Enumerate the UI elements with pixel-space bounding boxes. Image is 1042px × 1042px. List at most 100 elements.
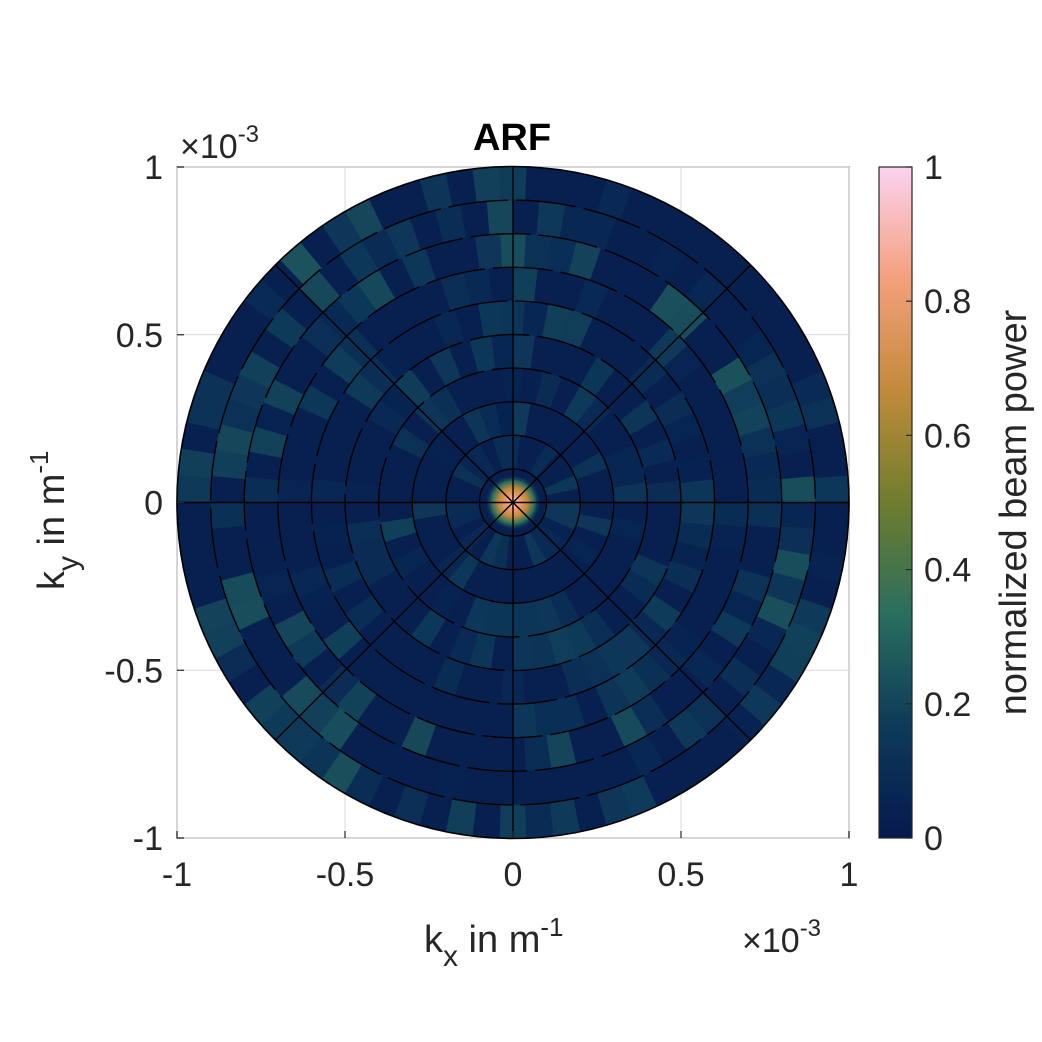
sidelobe-patch — [244, 684, 287, 726]
sidelobe-patch — [451, 463, 486, 489]
sidelobe-patch — [630, 694, 669, 736]
sidelobe-patch — [379, 383, 418, 421]
sidelobe-patch — [662, 345, 704, 385]
sidelobe-patch — [299, 692, 341, 735]
sidelobe-patch — [447, 509, 483, 530]
sidelobe-patch — [780, 502, 816, 529]
sidelobe-patch — [679, 502, 715, 526]
sidelobe-patch — [194, 370, 235, 407]
sidelobe-patch — [458, 522, 491, 553]
sidelobe-patch — [575, 397, 612, 434]
sidelobe-patch — [367, 400, 407, 436]
sidelobe-patch — [513, 267, 538, 303]
sidelobe-patch — [745, 351, 788, 389]
sidelobe-patch — [561, 309, 593, 349]
sidelobe-patch — [215, 424, 254, 456]
sidelobe-patch — [299, 270, 341, 313]
sidelobe-patch — [469, 335, 496, 373]
sidelobe-patch — [626, 735, 665, 777]
sidelobe-patch — [263, 379, 304, 416]
sidelobe-patch — [458, 452, 491, 483]
sidelobe-patch — [524, 234, 552, 270]
sidelobe-patch — [610, 706, 648, 748]
sidelobe-patch — [535, 522, 568, 553]
sidelobe-patch — [597, 785, 633, 826]
sidelobe-patch — [814, 475, 849, 503]
sidelobe-patch — [772, 549, 811, 581]
sidelobe-patch — [300, 736, 342, 780]
sidelobe-patch — [580, 357, 616, 396]
sidelobe-patch — [543, 475, 579, 496]
sidelobe-patch — [722, 589, 763, 626]
sidelobe-patch — [429, 347, 462, 387]
sidelobe-patch — [542, 303, 571, 342]
y-tick-label: 0 — [144, 485, 163, 523]
sidelobe-patch — [520, 600, 543, 637]
sidelobe-patch — [419, 173, 453, 213]
polar-spoke — [274, 264, 514, 503]
x-multiplier: ×10-3 — [742, 915, 821, 960]
sidelobe-patch — [414, 397, 451, 434]
sidelobe-patch — [756, 594, 798, 631]
sidelobe-patch — [685, 692, 727, 735]
sidelobe-patch — [738, 426, 777, 458]
sidelobe-patch — [210, 502, 246, 529]
sidelobe-patch — [547, 626, 578, 665]
sidelobe-patch — [513, 702, 538, 738]
sidelobe-patch — [722, 379, 763, 416]
y-tick-label: 0.5 — [116, 317, 163, 355]
sidelobe-patch — [491, 334, 513, 370]
sidelobe-patch — [609, 517, 646, 543]
colorbar: 0 0.2 0.4 0.6 0.8 1 normalized beam power — [878, 149, 1035, 858]
sidelobe-patch — [575, 278, 609, 319]
sidelobe-patch — [429, 386, 463, 424]
sidelobe-patch — [594, 677, 631, 718]
sidelobe-patch — [662, 620, 704, 660]
sidelobe-patch — [685, 270, 727, 313]
sidelobe-patch — [344, 594, 385, 633]
y-multiplier: ×10-3 — [180, 121, 259, 166]
sidelobe-patch — [540, 516, 575, 542]
polar-spoke — [512, 502, 752, 741]
sidelobe-patch — [663, 559, 703, 593]
y-tick-label: 1 — [144, 149, 163, 187]
polar-spoke — [274, 502, 514, 741]
sidelobe-patch — [629, 553, 669, 587]
y-tick-label: -0.5 — [104, 652, 163, 690]
sidelobe-patch — [637, 438, 676, 468]
x-tick-label: -1 — [162, 856, 192, 894]
sidelobe-patch — [478, 403, 502, 440]
sidelobe-patch — [228, 594, 270, 631]
colorbar-label: normalized beam power — [993, 309, 1035, 715]
sidelobe-patch — [513, 635, 535, 671]
sidelobe-patch — [535, 596, 563, 634]
sidelobe-patch — [468, 444, 497, 478]
sidelobe-patch — [280, 720, 322, 763]
sidelobe-patch — [345, 480, 380, 503]
sidelobe-patch — [613, 665, 652, 707]
colorbar-tick-label: 0.2 — [924, 686, 971, 724]
sidelobe-patch — [765, 399, 806, 433]
chart-title: ARF — [473, 117, 551, 159]
sidelobe-patch — [289, 564, 329, 599]
sidelobe-patch — [513, 401, 531, 437]
sidelobe-patch — [391, 546, 430, 579]
sidelobe-patch — [244, 476, 279, 503]
sidelobe-patch — [323, 559, 363, 593]
sidelobe-patch — [536, 201, 566, 238]
sidelobe-patch — [238, 351, 281, 389]
sidelobe-patch — [345, 764, 384, 807]
sidelobe-patch — [401, 716, 437, 757]
sidelobe-patch — [710, 610, 752, 648]
sidelobe-patch — [667, 708, 708, 751]
sidelobe-patch — [228, 374, 270, 411]
colorbar-tick-label: 0.6 — [924, 417, 971, 455]
sidelobe-patch — [564, 618, 597, 658]
colorbar-gradient — [878, 166, 913, 839]
sidelobe-patch — [549, 589, 581, 628]
sidelobe-patch — [597, 179, 633, 220]
sidelobe-patch — [463, 596, 491, 634]
sidelobe-patch — [676, 456, 714, 483]
sidelobe-patch — [772, 424, 811, 456]
sidelobe-patch — [525, 802, 554, 839]
